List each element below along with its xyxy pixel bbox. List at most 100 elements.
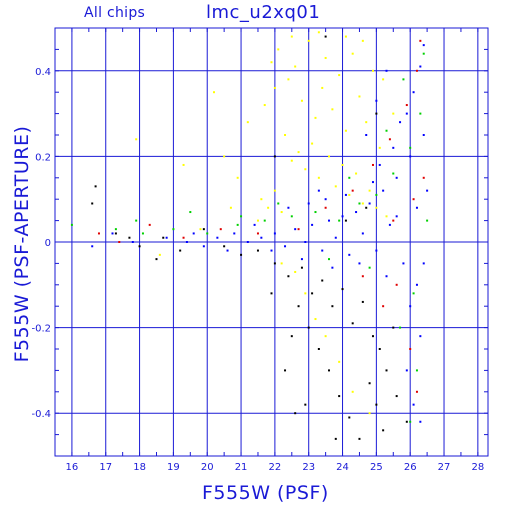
data-point (155, 258, 158, 261)
data-point (395, 176, 398, 179)
data-point (304, 168, 307, 171)
data-point (419, 420, 422, 423)
data-point (240, 215, 243, 218)
data-point (341, 163, 344, 166)
data-point (233, 232, 236, 235)
gridlines (55, 28, 488, 456)
data-point (273, 189, 276, 192)
data-point (358, 95, 361, 98)
data-point (229, 206, 232, 209)
data-point (331, 305, 334, 308)
data-point (212, 91, 215, 94)
data-point (388, 138, 391, 141)
data-point (131, 241, 134, 243)
data-point (338, 219, 341, 222)
data-point (267, 206, 270, 209)
data-point (422, 52, 425, 55)
data-point (412, 91, 415, 94)
x-tick-label: 24 (336, 462, 349, 473)
data-point (338, 360, 341, 363)
data-point (385, 69, 388, 72)
data-point (405, 104, 408, 107)
data-point (341, 215, 344, 218)
data-point (148, 223, 151, 226)
data-point (297, 228, 300, 231)
data-point (375, 206, 378, 209)
data-point (361, 300, 364, 303)
data-point (399, 326, 402, 329)
data-point (328, 155, 331, 158)
data-point (371, 69, 374, 72)
data-point (273, 155, 276, 158)
x-tick-label: 20 (201, 462, 214, 473)
x-tick-label: 16 (66, 462, 79, 473)
data-point (284, 245, 287, 248)
data-point (270, 249, 273, 252)
data-point (344, 35, 347, 38)
data-point (365, 121, 368, 124)
data-point (253, 223, 256, 226)
data-point (415, 283, 418, 286)
data-point (426, 219, 429, 222)
x-axis-label: F555W (PSF) (202, 482, 329, 504)
x-tick-label: 22 (269, 462, 282, 473)
data-point (422, 176, 425, 179)
data-point (273, 86, 276, 89)
data-point (304, 241, 307, 243)
data-point (361, 202, 364, 205)
data-point (304, 292, 307, 295)
data-point (111, 232, 114, 235)
y-tick-label: -0.4 (31, 409, 51, 420)
data-point (415, 390, 418, 393)
data-point (321, 279, 324, 282)
data-point (422, 44, 425, 47)
data-point (277, 202, 280, 205)
x-tick-label: 19 (167, 462, 180, 473)
data-point (328, 369, 331, 372)
data-point (338, 74, 341, 77)
data-point (412, 403, 415, 406)
data-point (355, 211, 358, 214)
data-point (273, 262, 276, 265)
data-point (321, 249, 324, 252)
data-point (409, 348, 412, 350)
y-tick-label: 0 (45, 238, 51, 249)
data-point (328, 258, 331, 261)
data-point (162, 236, 165, 239)
data-point (128, 236, 131, 239)
data-point (246, 121, 249, 124)
data-point (223, 155, 226, 158)
data-point (344, 219, 347, 222)
data-point (185, 241, 188, 243)
data-point (311, 223, 314, 226)
data-point (365, 134, 368, 136)
y-axis-label: F555W (PSF-APERTURE) (11, 125, 33, 363)
data-point (415, 206, 418, 209)
data-point (375, 112, 378, 115)
data-point (331, 108, 334, 111)
data-point (385, 129, 388, 132)
data-point (294, 228, 297, 231)
data-point (189, 211, 192, 214)
data-point (270, 61, 273, 64)
data-point (290, 215, 293, 218)
data-point (179, 249, 182, 252)
data-point (324, 56, 327, 59)
data-point (422, 134, 425, 136)
y-tick-label: 0.4 (35, 67, 51, 78)
data-point (284, 134, 287, 136)
data-point (280, 211, 283, 214)
data-point (256, 232, 259, 235)
data-point (378, 146, 381, 149)
data-point (368, 412, 371, 415)
data-point (351, 52, 354, 55)
data-point (395, 283, 398, 286)
data-point (256, 219, 259, 222)
data-point (91, 245, 94, 248)
data-point (368, 189, 371, 192)
data-point (219, 228, 222, 231)
data-point (236, 223, 239, 226)
data-point (297, 151, 300, 154)
